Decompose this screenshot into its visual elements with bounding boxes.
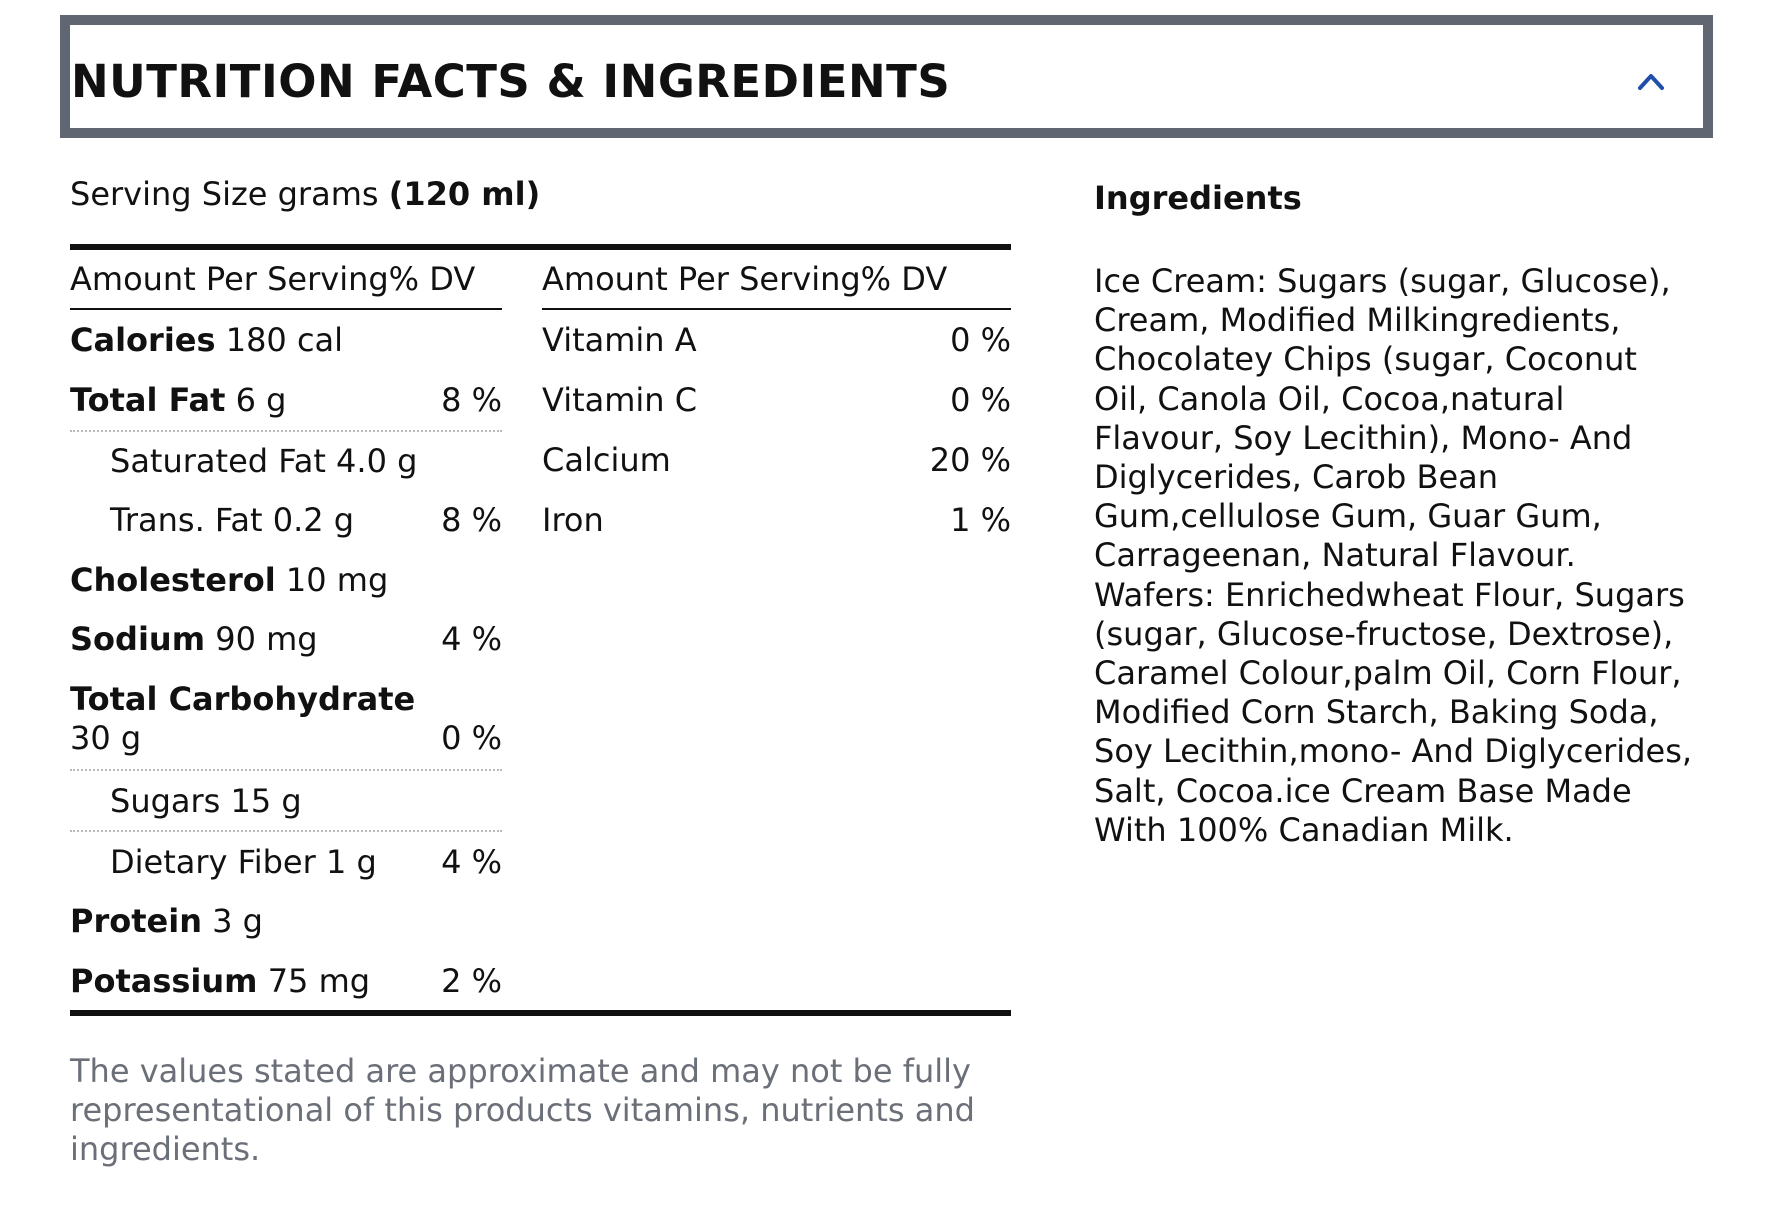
vitamin-row-calcium: Calcium: [542, 441, 671, 479]
dv-vitamin-a: 0 %: [950, 321, 1011, 359]
chevron-up-icon[interactable]: [1637, 71, 1665, 91]
nutrient-row-dietary-fiber: Dietary Fiber 1 g: [110, 843, 377, 881]
nutrient-row-protein: Protein 3 g: [70, 902, 263, 940]
serving-size-label: Serving Size grams: [70, 175, 379, 213]
nutrient-row-trans-fat: Trans. Fat 0.2 g: [110, 501, 355, 539]
dv-potassium: 2 %: [441, 962, 502, 1000]
nutrition-bottom-rule: [70, 1010, 1011, 1016]
ingredients-text: Ice Cream: Sugars (sugar, Glucose), Crea…: [1094, 262, 1693, 849]
right-column-header: Amount Per Serving% DV: [542, 260, 948, 298]
section-title: NUTRITION FACTS & INGREDIENTS: [71, 55, 951, 108]
ingredients-title: Ingredients: [1094, 179, 1302, 217]
nutrient-row-cholesterol: Cholesterol 10 mg: [70, 561, 389, 599]
left-column-header: Amount Per Serving% DV: [70, 260, 476, 298]
nutrient-row-saturated-fat: Saturated Fat 4.0 g: [110, 442, 418, 480]
accordion-header[interactable]: NUTRITION FACTS & INGREDIENTS: [60, 15, 1713, 138]
nutrient-row-sodium: Sodium 90 mg: [70, 620, 318, 658]
dv-dietary-fiber: 4 %: [441, 843, 502, 881]
row-divider: [70, 830, 502, 832]
vitamin-row-vitamin-c: Vitamin C: [542, 381, 698, 419]
dv-vitamin-c: 0 %: [950, 381, 1011, 419]
nutrition-top-rule: [70, 244, 1011, 250]
dv-trans-fat: 8 %: [441, 501, 502, 539]
dv-sodium: 4 %: [441, 620, 502, 658]
nutrient-row-total-carbohydrate-name: Total Carbohydrate: [70, 680, 416, 718]
nutrient-row-total-carbohydrate-amount: 30 g: [70, 719, 142, 757]
vitamin-row-vitamin-a: Vitamin A: [542, 321, 697, 359]
right-header-rule: [542, 308, 1011, 310]
nutrient-row-potassium: Potassium 75 mg: [70, 962, 371, 1000]
dv-calcium: 20 %: [929, 441, 1011, 479]
serving-size-value: (120 ml): [388, 175, 541, 213]
vitamin-row-iron: Iron: [542, 501, 604, 539]
serving-size: Serving Size grams (120 ml): [70, 174, 540, 214]
disclaimer-text: The values stated are approximate and ma…: [70, 1052, 975, 1169]
dv-iron: 1 %: [950, 501, 1011, 539]
nutrient-row-sugars: Sugars 15 g: [110, 782, 302, 820]
row-divider: [70, 769, 502, 771]
nutrient-row-total-fat: Total Fat 6 g: [70, 381, 287, 419]
row-divider: [70, 430, 502, 432]
left-header-rule: [70, 308, 502, 310]
dv-total-fat: 8 %: [441, 381, 502, 419]
nutrient-row-calories: Calories 180 cal: [70, 321, 344, 359]
dv-total-carbohydrate: 0 %: [441, 719, 502, 757]
